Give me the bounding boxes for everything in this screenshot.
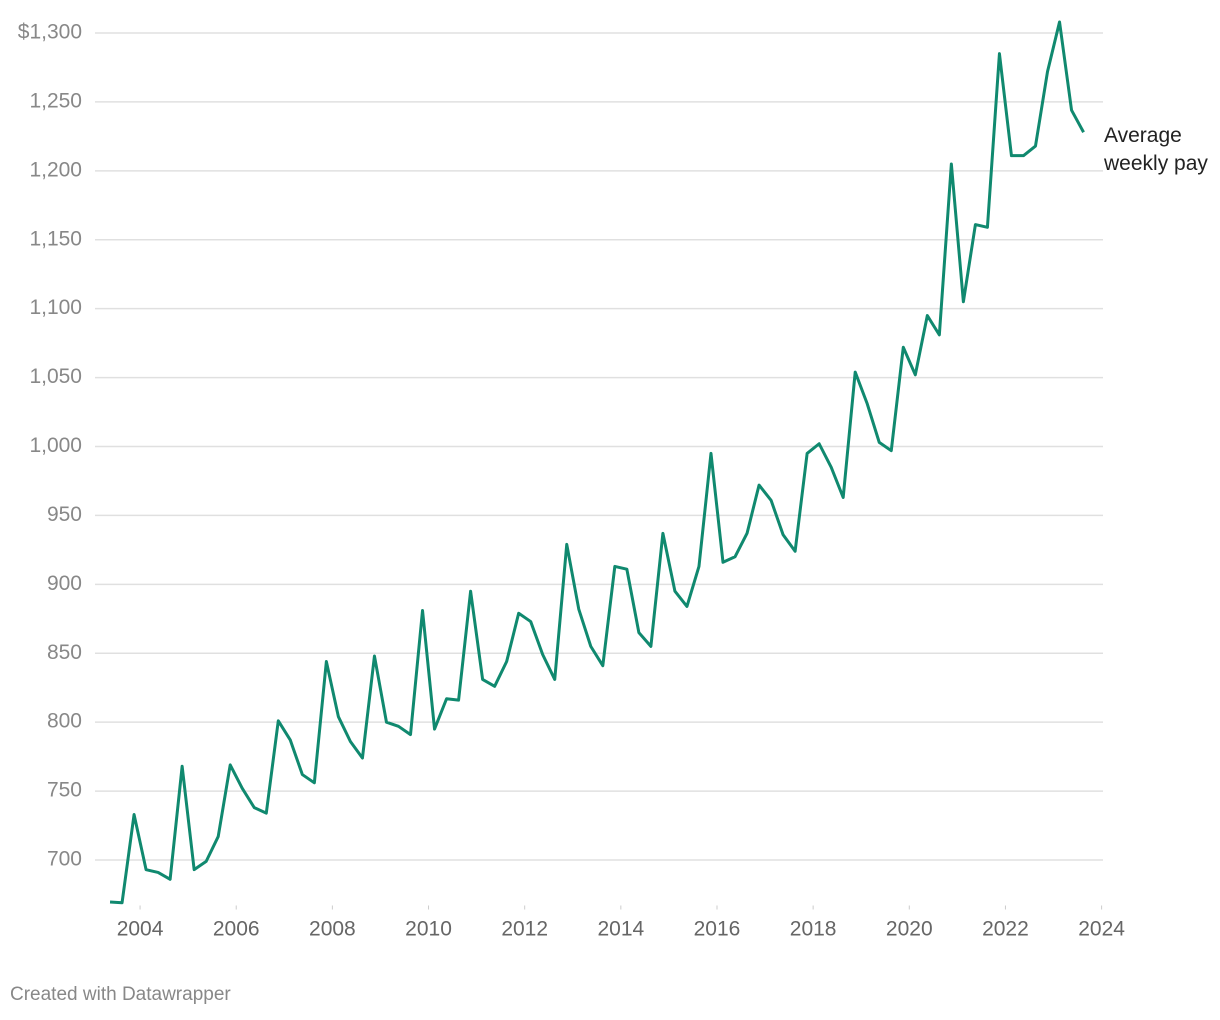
y-tick-label: 1,150 — [29, 227, 82, 250]
y-tick-label: 1,250 — [29, 89, 82, 112]
footer: Created with Datawrapper — [10, 984, 231, 1005]
y-tick-label: 1,000 — [29, 434, 82, 457]
x-tick-label: 2006 — [213, 918, 260, 941]
x-tick-label: 2008 — [309, 918, 356, 941]
y-tick-label: 1,200 — [29, 158, 82, 181]
x-tick-label: 2012 — [501, 918, 548, 941]
x-tick-label: 2004 — [117, 918, 164, 941]
data-line — [109, 20, 1085, 905]
y-tick-label: 1,050 — [29, 365, 82, 388]
y-tick-label: 700 — [47, 848, 82, 871]
y-tick-label: 1,100 — [29, 296, 82, 319]
y-tick-label: 750 — [47, 779, 82, 802]
x-tick-label: 2018 — [790, 918, 837, 941]
x-tick-label: 2022 — [982, 918, 1029, 941]
x-tick-label: 2024 — [1078, 918, 1125, 941]
y-tick-label: 850 — [47, 641, 82, 664]
x-tick-label: 2016 — [694, 918, 741, 941]
x-tick-label: 2010 — [405, 918, 452, 941]
y-tick-label: 900 — [47, 572, 82, 595]
y-tick-label: $1,300 — [18, 21, 82, 44]
y-tick-label: 800 — [47, 710, 82, 733]
y-tick-label: 950 — [47, 503, 82, 526]
series-label: Average weekly pay — [1104, 124, 1208, 175]
x-tick-label: 2020 — [886, 918, 933, 941]
x-tick-label: 2014 — [597, 918, 644, 941]
